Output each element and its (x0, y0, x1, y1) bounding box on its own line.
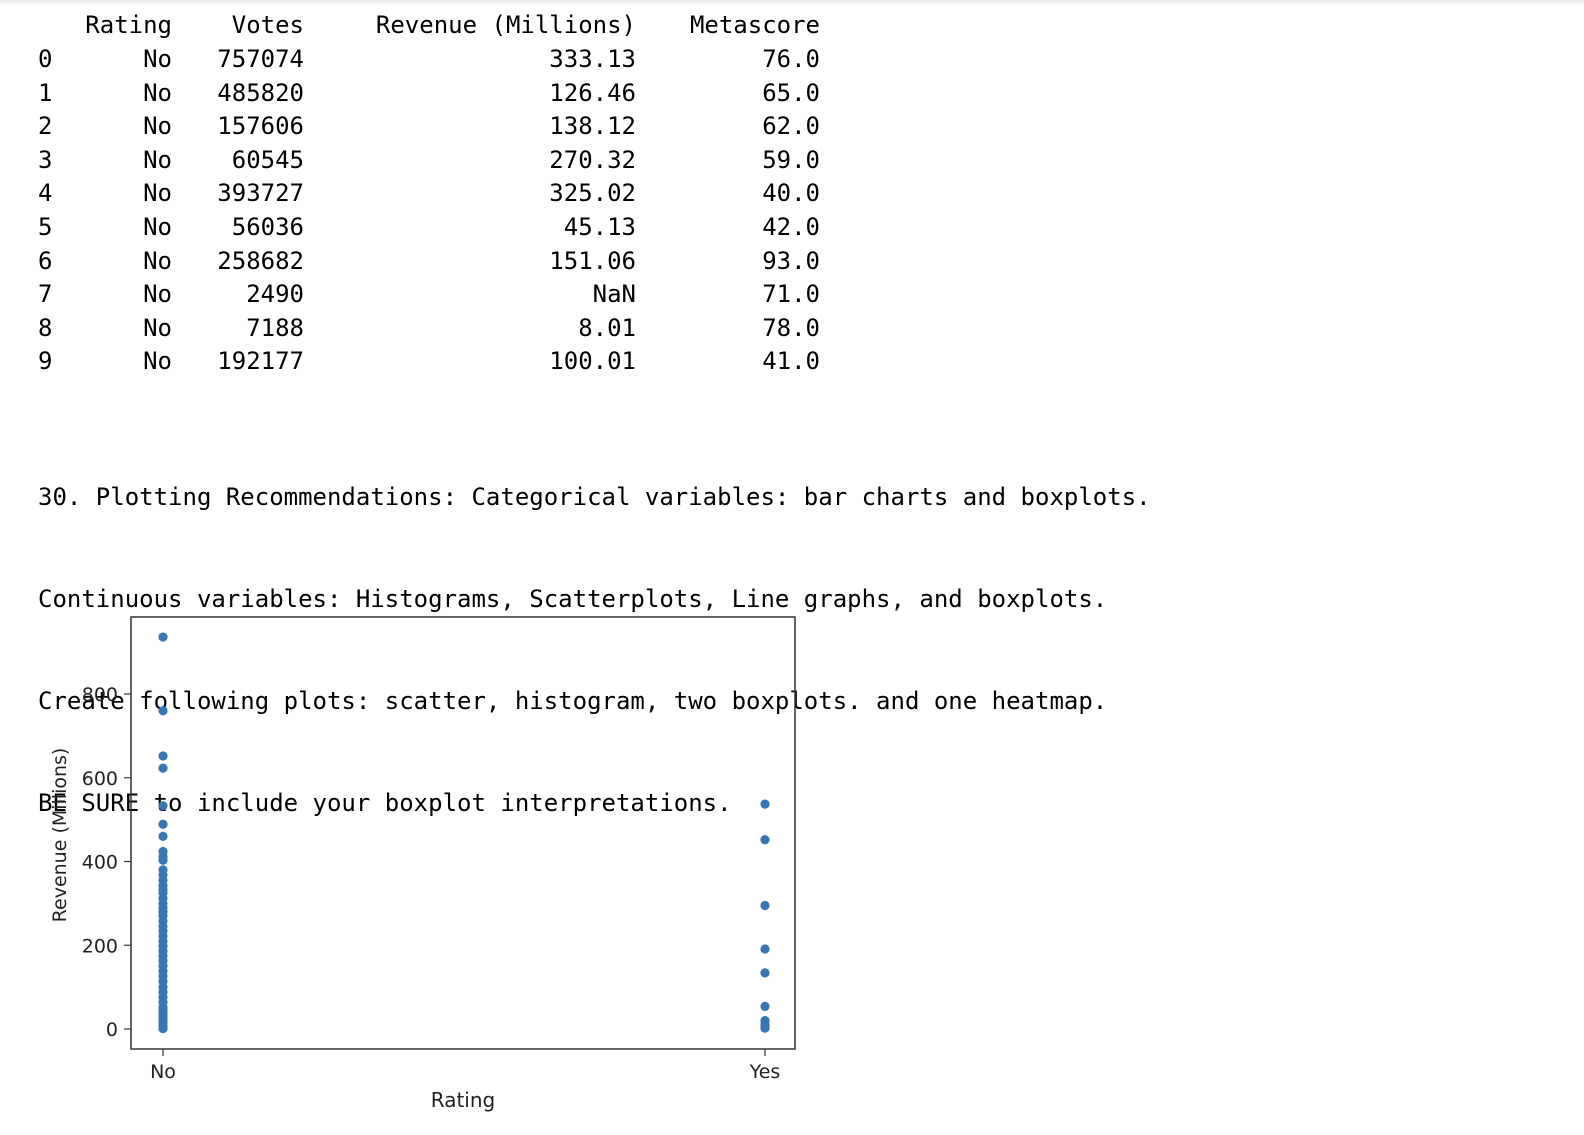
data-point (760, 944, 770, 954)
table-cell-index: 7 (38, 280, 53, 309)
table-cell-index: 3 (38, 145, 53, 174)
table-cell-revenue: 151.06 (549, 246, 636, 275)
table-cell-revenue: 138.12 (549, 112, 636, 141)
table-cell-votes: 56036 (231, 213, 304, 241)
table-cell-votes: 7188 (246, 313, 304, 342)
data-point (158, 801, 168, 811)
table-cell-index: 6 (38, 246, 53, 275)
data-point (760, 968, 770, 978)
x-tick-label: Yes (749, 1061, 781, 1083)
table-cell-revenue: 126.46 (549, 78, 636, 107)
column-header-rating: Rating (85, 11, 172, 39)
data-point (158, 706, 168, 716)
table-cell-revenue: 333.13 (549, 45, 636, 73)
x-tick-label: No (150, 1061, 176, 1083)
table-cell-index: 1 (38, 78, 53, 107)
table-cell-rating: No (143, 145, 172, 174)
table-cell-metascore: 41.0 (762, 347, 820, 376)
table-cell-votes: 2490 (246, 280, 304, 309)
table-cell-votes: 60545 (231, 145, 304, 174)
table-cell-votes: 485820 (217, 78, 304, 107)
data-point (760, 835, 770, 845)
y-tick-label: 600 (82, 768, 118, 790)
table-cell-rating: No (143, 112, 172, 141)
table-cell-revenue: 270.32 (549, 145, 636, 174)
table-cell-metascore: 78.0 (762, 313, 820, 342)
table-cell-votes: 757074 (217, 45, 304, 73)
table-cell-rating: No (143, 45, 172, 73)
table-cell-votes: 393727 (217, 179, 304, 208)
table-cell-votes: 192177 (217, 347, 304, 376)
data-point (760, 900, 770, 911)
table-cell-rating: No (143, 246, 172, 275)
data-point (158, 751, 168, 761)
scatter-plot-output: 0 200 400 600 800 No Yes Revenue (Millions) R… (0, 560, 840, 1135)
table-cell-metascore: 93.0 (762, 246, 820, 275)
table-cell-metascore: 59.0 (762, 145, 820, 174)
data-point (760, 799, 770, 809)
scatter-plot: 0 200 400 600 800 No Yes Revenue (Millions) R… (49, 616, 796, 1112)
data-points (158, 632, 770, 1034)
table-cell-rating: No (143, 313, 172, 342)
table-cell-metascore: 62.0 (762, 112, 820, 141)
table-cell-rating: No (143, 280, 172, 309)
column-header-votes: Votes (231, 11, 304, 39)
column-header-revenue: Revenue (Millions) (375, 11, 636, 39)
table-cell-index: 0 (38, 45, 53, 73)
table-cell-revenue: NaN (592, 280, 636, 309)
top-shadow-bar (0, 0, 1584, 6)
table-cell-revenue: 325.02 (549, 179, 636, 208)
data-point (158, 632, 168, 642)
table-cell-metascore: 42.0 (762, 213, 820, 241)
data-point (158, 831, 168, 841)
data-point (158, 763, 168, 773)
table-cell-index: 9 (38, 347, 53, 376)
markdown-line: 30. Plotting Recommendations: Categorica… (38, 483, 1151, 511)
table-cell-index: 2 (38, 112, 53, 141)
plot-frame (130, 616, 796, 1050)
y-axis-label: Revenue (Millions) (49, 748, 71, 923)
markdown-cell: 30. Plotting Recommendations: Categorica… (38, 412, 1151, 854)
table-cell-metascore: 65.0 (762, 78, 820, 107)
table-cell-revenue: 100.01 (549, 347, 636, 376)
y-axis-ticks: 0 200 400 600 800 (82, 684, 131, 1041)
data-point (158, 819, 168, 829)
table-cell-revenue: 45.13 (563, 213, 636, 241)
data-point (760, 1001, 770, 1011)
data-point (760, 1023, 770, 1033)
table-cell-metascore: 76.0 (762, 45, 820, 73)
table-cell-index: 5 (38, 213, 53, 241)
table-cell-rating: No (143, 78, 172, 107)
table-cell-rating: No (143, 179, 172, 208)
data-point (158, 855, 168, 865)
y-tick-label: 800 (82, 684, 118, 706)
markdown-line: Continuous variables: Histograms, Scatte… (38, 585, 1108, 613)
y-tick-label: 400 (82, 852, 118, 874)
table-cell-metascore: 71.0 (762, 280, 820, 309)
table-cell-votes: 157606 (217, 112, 304, 141)
table-cell-votes: 258682 (217, 246, 304, 275)
x-axis-ticks: No Yes (150, 1049, 780, 1083)
table-cell-index: 8 (38, 313, 53, 342)
x-axis-label: Rating (431, 1088, 495, 1112)
table-cell-revenue: 8.01 (578, 313, 636, 342)
table-cell-rating: No (143, 213, 172, 241)
y-tick-label: 200 (82, 935, 118, 957)
data-point (158, 1023, 168, 1034)
markdown-line: Create following plots: scatter, histogr… (38, 687, 1108, 715)
y-tick-label: 0 (106, 1019, 118, 1041)
markdown-line: BE SURE to include your boxplot interpre… (38, 789, 732, 817)
table-cell-rating: No (143, 347, 172, 376)
table-cell-index: 4 (38, 179, 53, 208)
table-cell-metascore: 40.0 (762, 179, 820, 208)
column-header-metascore: Metascore (689, 11, 820, 39)
